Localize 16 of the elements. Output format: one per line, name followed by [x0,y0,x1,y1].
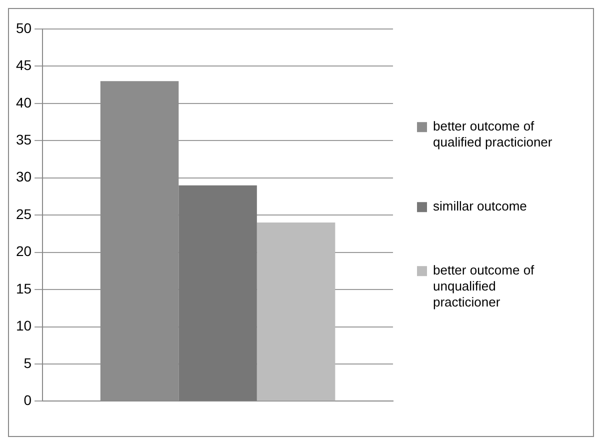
y-tick-label: 10 [16,318,32,334]
y-tick-label: 25 [16,206,32,222]
y-tick-label: 45 [16,57,32,74]
bar [178,185,257,401]
y-tick-label: 5 [24,354,32,371]
y-tick-label: 15 [16,280,32,296]
y-tick-label: 40 [16,94,32,110]
bar [256,222,336,401]
y-tick-label: 0 [24,392,32,408]
legend-label: simillar outcome [433,198,527,214]
legend-label: better outcome of qualified practicioner [433,118,553,150]
y-tick-label: 35 [16,132,32,148]
legend-label: better outcome of unqualified practicioner [433,262,535,310]
y-tick-label: 50 [16,20,32,36]
y-tick-label: 30 [16,168,32,185]
y-tick-label: 20 [16,243,32,260]
